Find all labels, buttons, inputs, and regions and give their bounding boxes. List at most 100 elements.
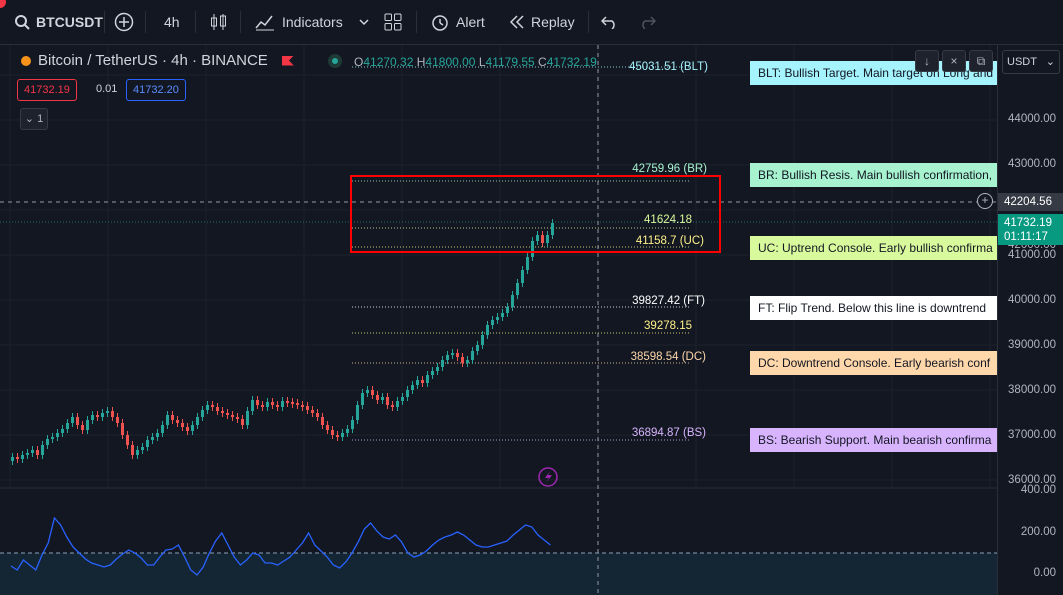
candle-body [81,425,84,430]
candle-body [36,450,39,455]
candle-body [506,307,509,313]
indicators-label: Indicators [282,14,343,30]
undo-button[interactable] [601,8,619,36]
candle-body [516,283,519,295]
osc-tick: 0.00 [1033,567,1056,579]
price-scale[interactable]: USDT ⌄ 44000.00 43000.00 42000.00 41000.… [997,45,1063,595]
candle-body [226,413,229,415]
candle-body [296,403,299,405]
candle-body [291,402,294,404]
replay-button[interactable]: Replay [509,8,575,36]
candle-body [486,325,489,335]
interval-button[interactable]: 4h [164,14,180,30]
candle-body [146,440,149,447]
candle-body [166,415,169,425]
level-label-dc: 38598.54 (DC) [630,351,706,363]
candle-body [56,433,59,437]
chevron-down-icon: ⌄ [24,113,35,125]
compare-button[interactable] [114,8,134,36]
plus-circle-icon [114,12,134,32]
candle-body [311,410,314,413]
last-price-value: 41732.19 [1004,217,1052,229]
price-tick: 43000.00 [1008,158,1056,170]
flag-icon[interactable] [281,55,294,66]
candle-body [31,450,34,453]
candle-body [161,425,164,433]
chevron-down-icon [359,19,369,26]
candle-body [356,405,359,420]
candle-body [251,400,254,411]
candle-body [446,355,449,360]
candle-body [276,405,279,407]
candle-body [171,415,174,420]
indicators-dropdown[interactable] [358,8,370,36]
buy-button[interactable]: 41732.20 [126,79,186,101]
alarm-clock-icon [432,15,448,31]
chart-type-button[interactable] [210,8,228,36]
chart-pane[interactable] [0,45,997,595]
high-label: H [416,55,426,69]
grid-icon [384,13,402,31]
price-tick: 38000.00 [1008,384,1056,396]
event-icon [538,467,558,487]
candle-body [316,413,319,417]
price-tick: 39000.00 [1008,339,1056,351]
market-status-icon[interactable] [327,53,342,68]
candle-body [196,417,199,425]
top-toolbar: BTCUSDT 4h Indicators Alert Replay [0,0,1063,45]
candle-body [381,397,384,400]
candle-body [366,390,369,393]
candle-body [396,401,399,407]
move-pane-down-button[interactable]: ↓ [915,50,939,72]
notification-dot [0,0,6,8]
chevron-down-icon: ⌄ [1045,56,1055,68]
redo-button[interactable] [638,8,656,36]
symbol-label: BTCUSDT [36,14,103,30]
candle-body [151,437,154,440]
candle-body [496,317,499,320]
candle-body [156,433,159,437]
add-alert-plus-icon[interactable]: + [977,193,993,209]
candles-icon [211,14,226,30]
candle-body [306,406,309,410]
candle-body [401,397,404,401]
candle-body [406,390,409,397]
candle-body [341,433,344,437]
level-label-blt: 45031.51 (BLT) [628,61,708,73]
tag-dc: DC: Downtrend Console. Early bearish con… [750,351,997,375]
price-tick: 44000.00 [1008,113,1056,125]
candle-body [481,335,484,345]
candle-body [11,457,14,461]
candle-body [86,420,89,430]
arrow-down-icon: ↓ [924,54,930,68]
osc-tick: 400.00 [1020,484,1056,496]
indicators-icon [255,15,274,31]
alert-button[interactable]: Alert [430,8,485,36]
candle-body [26,453,29,455]
candle-body [421,380,424,383]
symbol-search[interactable]: BTCUSDT [14,8,103,36]
close-pane-button[interactable]: × [942,50,966,72]
candle-body [351,420,354,429]
level-label-39278: 39278.15 [644,320,692,332]
price-chart[interactable] [0,45,997,595]
search-icon [15,15,30,30]
candle-body [391,405,394,407]
price-tick: 40000.00 [1008,294,1056,306]
maximize-pane-button[interactable]: ⧉ [969,50,993,72]
indicators-button[interactable]: Indicators [255,8,343,36]
candle-body [201,410,204,417]
candle-body [51,437,54,439]
close-icon: × [950,54,958,68]
candle-body [41,445,44,455]
candle-body [371,390,374,395]
sell-button[interactable]: 41732.19 [17,79,77,101]
currency-select[interactable]: USDT ⌄ [1002,50,1060,74]
candle-body [271,402,274,405]
candle-body [191,425,194,431]
candle-body [531,241,534,257]
candle-body [541,235,544,243]
layouts-button[interactable] [384,8,402,36]
candle-body [416,380,419,385]
collapse-indicators-button[interactable]: ⌄ 1 [20,108,48,130]
